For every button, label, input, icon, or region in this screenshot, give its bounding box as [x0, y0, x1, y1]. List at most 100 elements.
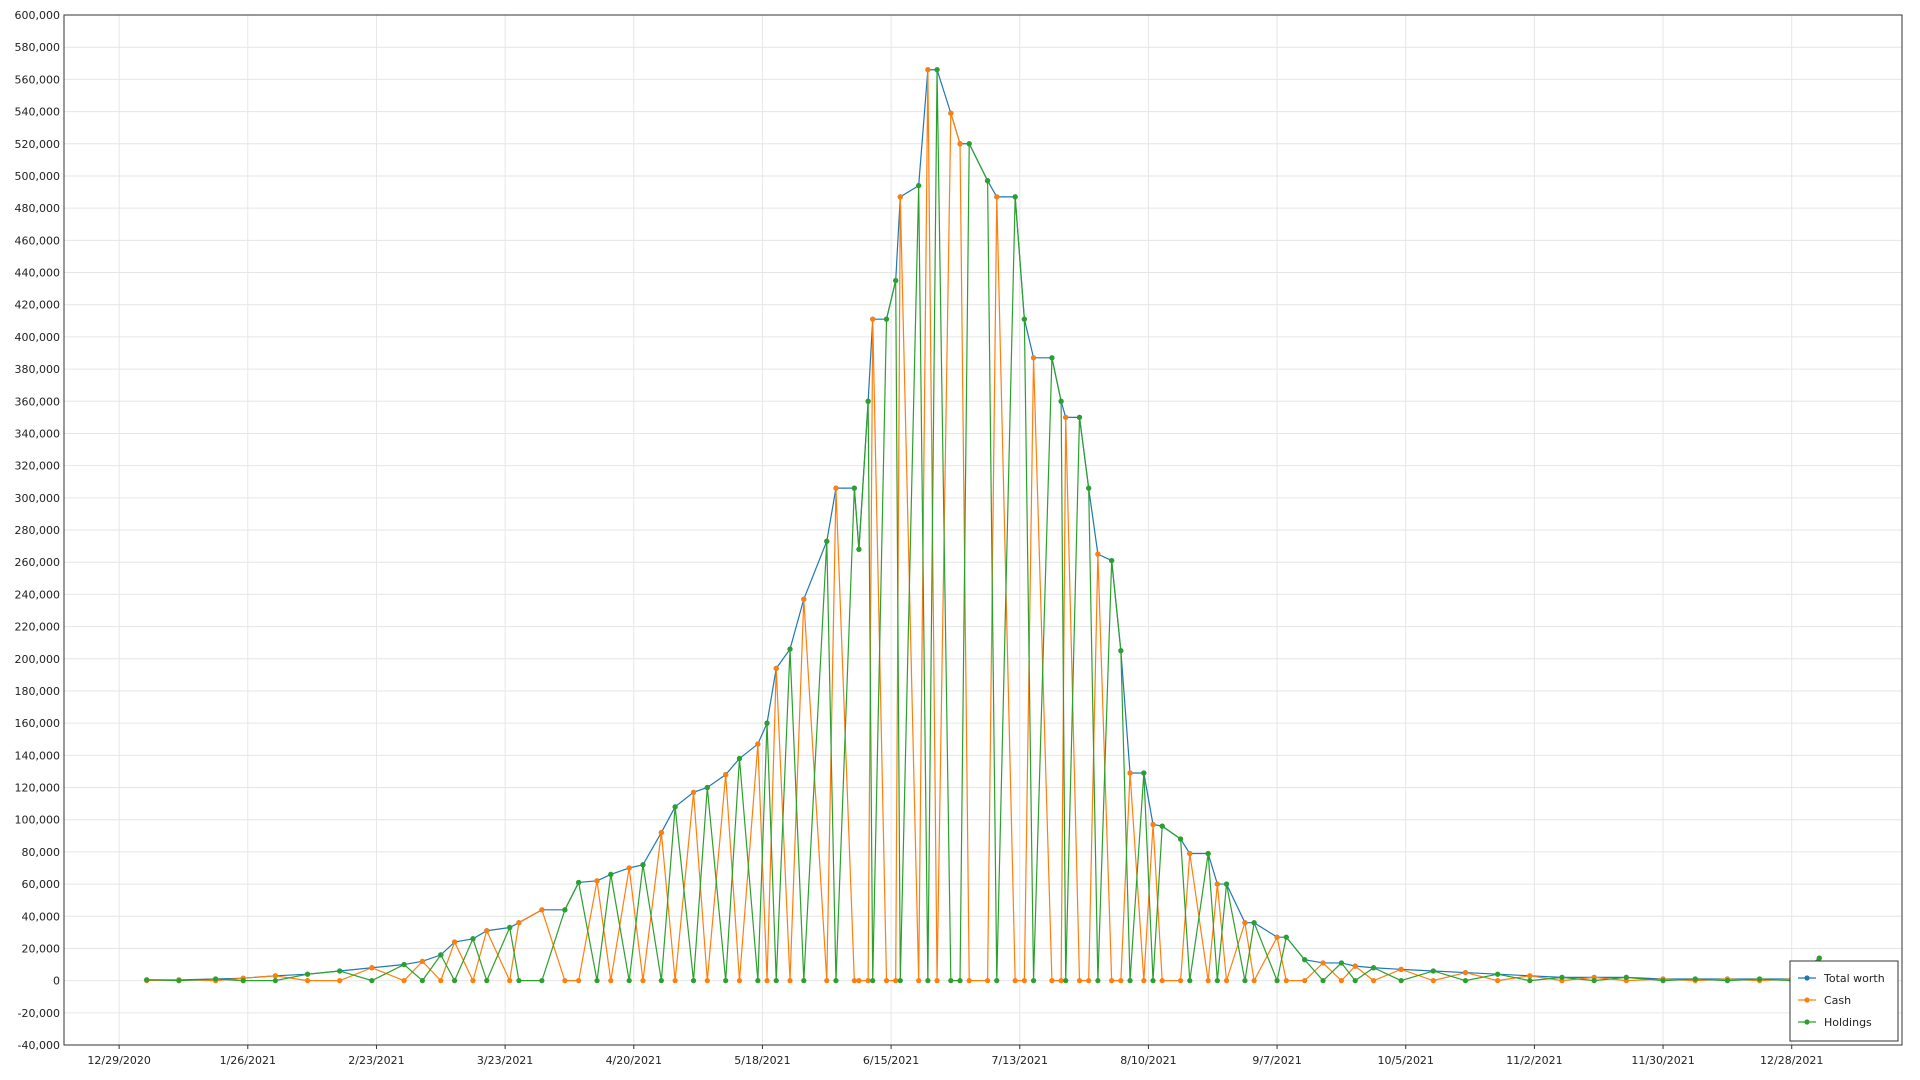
legend-marker	[1804, 997, 1810, 1003]
legend-label: Total worth	[1823, 972, 1885, 985]
x-tick-label: 8/10/2021	[1120, 1054, 1176, 1067]
x-tick-label: 12/29/2020	[87, 1054, 150, 1067]
data-point	[470, 936, 476, 942]
x-tick-label: 12/28/2021	[1760, 1054, 1823, 1067]
data-point	[451, 978, 458, 984]
y-tick-label: 200,000	[15, 653, 61, 666]
data-point	[755, 741, 761, 747]
y-tick-label: 240,000	[15, 588, 61, 601]
data-point	[897, 978, 903, 984]
series-line	[146, 69, 1820, 983]
data-point	[507, 924, 513, 931]
data-point	[1370, 965, 1377, 971]
data-point	[1086, 978, 1092, 984]
data-point	[1283, 978, 1289, 984]
data-point	[1021, 978, 1027, 984]
y-tick-label: 540,000	[15, 106, 61, 119]
data-point	[690, 978, 697, 984]
x-tick-label: 10/5/2021	[1378, 1054, 1434, 1067]
data-point	[1527, 973, 1533, 979]
data-point	[369, 965, 375, 971]
y-tick-label: 460,000	[15, 234, 61, 247]
data-point	[1660, 978, 1666, 984]
data-point	[1030, 978, 1037, 984]
y-tick-label: 140,000	[15, 749, 61, 762]
series-line	[146, 69, 1820, 981]
data-point	[925, 978, 931, 984]
data-point	[1021, 316, 1027, 322]
data-point	[1242, 920, 1248, 926]
y-tick-label: 380,000	[15, 363, 61, 376]
data-point	[966, 978, 972, 984]
data-point	[1756, 976, 1763, 982]
y-tick-label: 0	[53, 975, 60, 988]
data-point	[576, 879, 582, 886]
data-point	[824, 978, 830, 984]
data-point	[736, 755, 743, 762]
data-point	[704, 978, 710, 984]
data-point	[870, 316, 876, 322]
x-tick-label: 11/2/2021	[1506, 1054, 1562, 1067]
y-tick-label: 300,000	[15, 492, 61, 505]
data-point	[1302, 957, 1308, 963]
data-point	[824, 538, 830, 544]
data-point	[1012, 978, 1018, 984]
data-point	[594, 878, 600, 884]
data-point	[1302, 978, 1308, 984]
data-point	[672, 804, 678, 810]
data-point	[1076, 414, 1083, 420]
data-point	[1141, 978, 1147, 984]
data-point	[897, 194, 903, 200]
data-point	[1205, 850, 1211, 857]
y-tick-label: 80,000	[22, 846, 61, 859]
data-point	[1049, 978, 1055, 984]
data-point	[994, 194, 1000, 200]
data-point	[1012, 194, 1018, 200]
data-point	[856, 546, 862, 552]
data-point	[833, 485, 839, 491]
data-point	[1205, 978, 1211, 984]
data-point	[773, 665, 779, 672]
data-point	[1274, 978, 1280, 984]
data-point	[1692, 976, 1698, 982]
data-point	[1095, 551, 1101, 557]
y-tick-label: 580,000	[15, 41, 61, 54]
legend-marker	[1804, 1019, 1810, 1025]
data-point	[451, 939, 458, 945]
y-tick-label: 40,000	[22, 910, 61, 923]
data-point	[1462, 978, 1469, 984]
data-point	[658, 829, 664, 836]
y-tick-label: -40,000	[18, 1039, 60, 1052]
data-point	[966, 141, 972, 147]
data-point	[304, 978, 311, 984]
data-point	[1242, 978, 1248, 984]
data-point	[1150, 978, 1156, 984]
data-point	[755, 978, 761, 984]
data-point	[484, 928, 490, 934]
data-point	[1159, 978, 1165, 984]
series-layer	[144, 67, 1822, 984]
y-tick-label: 20,000	[22, 942, 61, 955]
data-point	[1109, 978, 1115, 984]
series-line	[146, 69, 1820, 983]
data-point	[240, 978, 246, 984]
y-tick-label: 560,000	[15, 73, 61, 86]
data-point	[1214, 978, 1220, 984]
data-point	[984, 178, 991, 184]
y-tick-label: 280,000	[15, 524, 61, 537]
legend: Total worth Cash Holdings	[1789, 960, 1899, 1042]
data-point	[1141, 770, 1147, 776]
data-point	[1187, 978, 1193, 984]
data-point	[916, 978, 922, 984]
data-point	[801, 978, 807, 984]
data-point	[1177, 978, 1184, 984]
data-point	[272, 973, 278, 979]
data-point	[934, 978, 940, 984]
data-point	[883, 978, 890, 984]
data-point	[626, 978, 632, 984]
data-point	[934, 67, 940, 73]
data-point	[401, 961, 407, 968]
data-point	[401, 978, 407, 984]
data-point	[1058, 398, 1064, 404]
